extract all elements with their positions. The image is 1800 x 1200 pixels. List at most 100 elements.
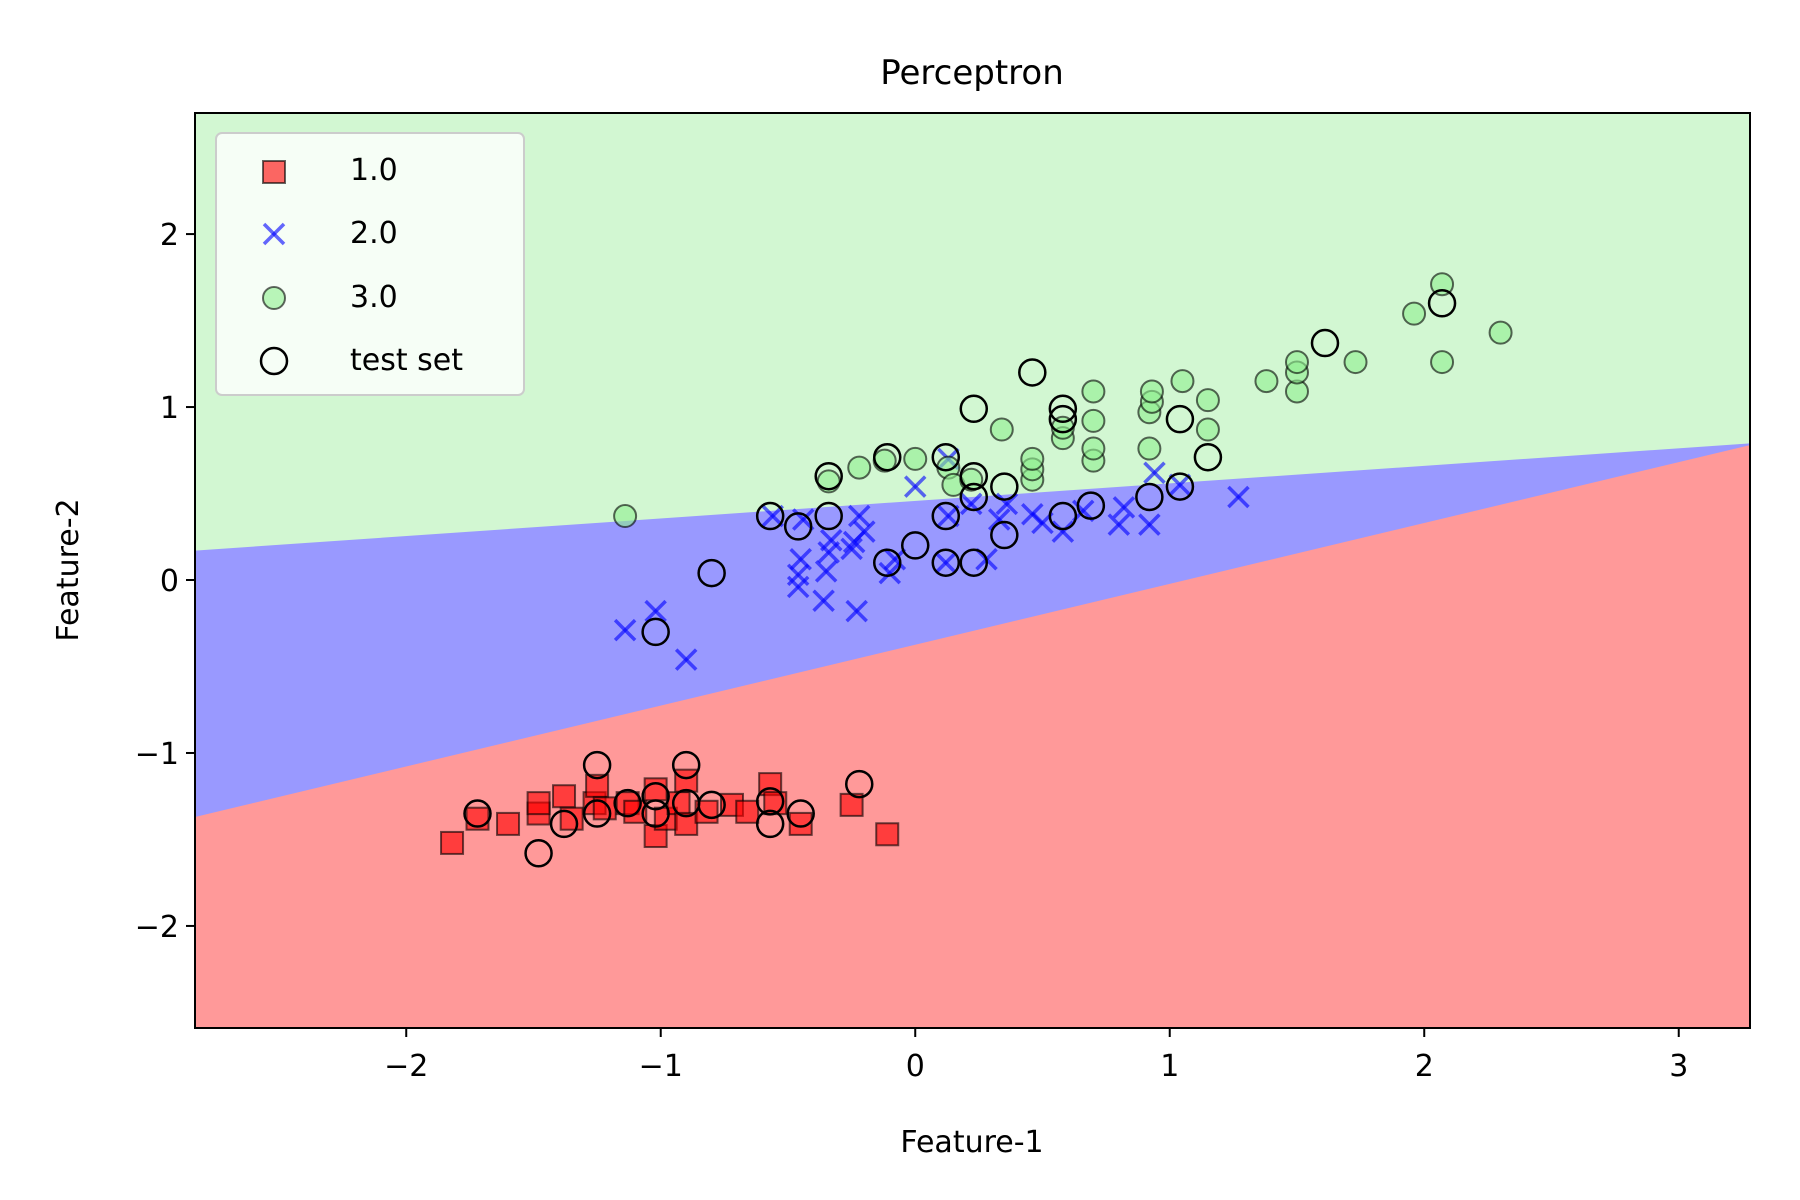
class-3-point xyxy=(1081,436,1106,461)
class-2-point-stroke xyxy=(903,475,927,498)
class-2-point xyxy=(1168,473,1192,497)
class-2-point-stroke xyxy=(1227,485,1250,509)
x-tick-label: −2 xyxy=(384,1049,428,1084)
test-set-point xyxy=(844,769,874,799)
test-set-point xyxy=(697,558,726,588)
class-2-point xyxy=(1227,485,1250,509)
class-3-point xyxy=(1488,320,1513,345)
class-3-point xyxy=(1343,350,1368,375)
test-set-point xyxy=(524,839,553,868)
test-set-point xyxy=(1193,442,1223,472)
class-3-point xyxy=(1170,369,1195,394)
class-2-point-stroke xyxy=(644,599,667,623)
test-set-point xyxy=(1076,491,1106,520)
class-2-point xyxy=(1112,496,1136,519)
class-3-point xyxy=(1430,350,1455,375)
chart-title: Perceptron xyxy=(880,53,1064,93)
test-set-point xyxy=(872,442,902,472)
class-3-point xyxy=(1020,446,1045,471)
test-set-point xyxy=(959,461,989,491)
class-3-point xyxy=(1081,408,1106,433)
test-set-point xyxy=(1048,394,1078,424)
class-2-point-stroke xyxy=(789,548,812,571)
class-3-point xyxy=(847,455,872,480)
test-set-point xyxy=(1018,358,1047,387)
data-points xyxy=(440,272,1513,868)
class-2-point-stroke xyxy=(1051,520,1075,543)
test-set-point xyxy=(641,781,670,811)
class-3-point xyxy=(1254,369,1279,394)
test-set-point xyxy=(582,799,612,828)
class-2-point-stroke xyxy=(674,648,698,671)
class-2-point xyxy=(987,508,1011,531)
y-axis-label: Feature-2 xyxy=(51,498,86,641)
class-2-point xyxy=(613,618,637,642)
class-2-point-stroke xyxy=(1168,473,1192,497)
test-set-point xyxy=(1310,328,1340,358)
test-set-point xyxy=(1135,482,1164,512)
x-tick-label: 2 xyxy=(1415,1049,1434,1084)
class-2-point xyxy=(903,475,927,498)
class-2-point xyxy=(878,561,902,585)
test-set-point xyxy=(755,809,785,839)
test-set-point xyxy=(755,501,785,531)
test-set-point xyxy=(549,809,579,839)
test-set-point xyxy=(814,461,843,491)
test-set-point xyxy=(463,799,492,828)
class-2-point-stroke xyxy=(840,537,863,561)
y-tick-label: −1 xyxy=(135,737,179,772)
class-2-point-stroke xyxy=(1112,496,1136,519)
class-2-point xyxy=(883,548,907,571)
class-2-point xyxy=(789,548,812,571)
test-set-point xyxy=(990,520,1019,550)
y-axis-ticks: −2 −1 0 1 2 xyxy=(135,218,195,945)
legend-label-3: 3.0 xyxy=(350,280,398,315)
test-set-point xyxy=(872,548,902,577)
legend-label-2: 2.0 xyxy=(350,216,398,251)
class-2-point-stroke xyxy=(792,508,815,531)
class-3-point xyxy=(1139,379,1164,404)
class-2-point-stroke xyxy=(820,528,843,552)
test-set-point xyxy=(1165,404,1195,434)
test-set-point xyxy=(786,799,815,828)
class-3-point xyxy=(1430,272,1455,297)
legend-label-test-set: test set xyxy=(350,343,463,378)
class-1-point xyxy=(552,784,577,809)
test-set-point xyxy=(814,501,843,531)
y-tick-label: −2 xyxy=(135,910,179,945)
legend-x-marker xyxy=(262,222,286,246)
class-1-point xyxy=(496,811,521,836)
test-set-point xyxy=(959,482,989,512)
class-2-point xyxy=(812,589,835,613)
class-2-point xyxy=(644,599,667,623)
class-2-point-stroke xyxy=(959,492,983,516)
legend-ring-marker xyxy=(259,346,289,376)
x-axis-label: Feature-1 xyxy=(900,1125,1043,1160)
legend-square-marker xyxy=(262,160,286,184)
test-set-point xyxy=(755,787,785,816)
class-1-point xyxy=(440,830,465,855)
class-3-point xyxy=(613,504,638,529)
class-1-point xyxy=(735,799,760,824)
class-3-point xyxy=(903,446,928,471)
class-2-point-stroke xyxy=(786,563,810,587)
class-2-point xyxy=(937,504,960,528)
legend-circle-marker xyxy=(262,286,286,310)
class-2-point-stroke xyxy=(848,504,871,528)
class-1-point xyxy=(674,768,699,793)
class-3-point xyxy=(1402,301,1427,326)
class-2-point xyxy=(1143,461,1166,485)
class-2-point xyxy=(1138,513,1161,536)
class-2-point-stroke xyxy=(812,589,835,613)
test-set-point xyxy=(697,790,726,820)
class-3-point xyxy=(1195,388,1220,413)
test-set-point xyxy=(641,799,670,828)
class-2-point-stroke xyxy=(987,508,1011,531)
class-2-point-stroke xyxy=(613,618,637,642)
class-2-point xyxy=(761,504,784,528)
test-set-point xyxy=(641,617,670,647)
legend-label-1: 1.0 xyxy=(350,153,398,188)
test-set-point xyxy=(613,788,642,818)
class-2-point xyxy=(840,537,863,561)
class-2-point xyxy=(1051,520,1075,543)
